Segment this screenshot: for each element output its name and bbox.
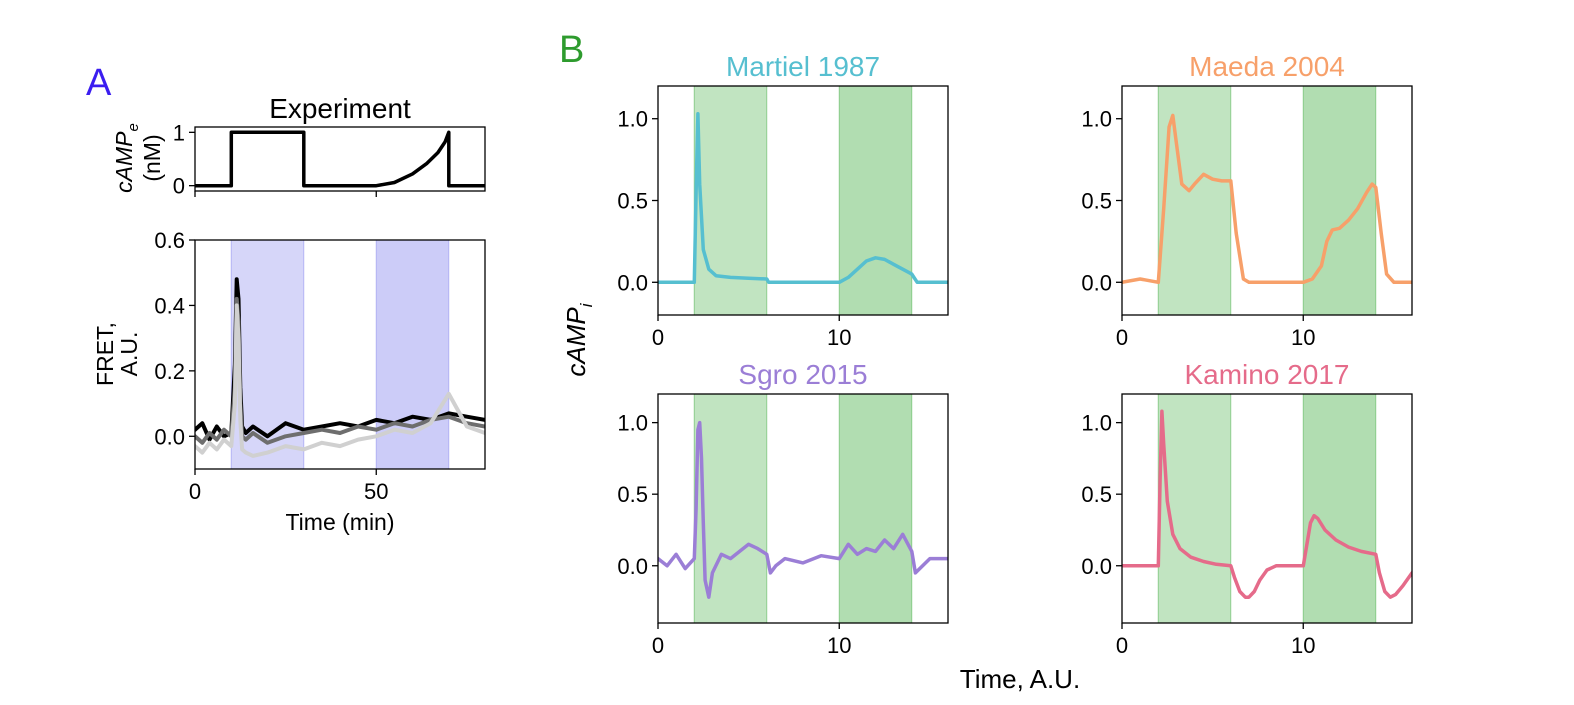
stimulus-ylabel-main: cAMP bbox=[111, 131, 137, 193]
experiment-ytick-label-0: 0.0 bbox=[154, 424, 185, 449]
kamino-ytick-label-1: 0.5 bbox=[1081, 482, 1112, 507]
experiment-ytick-label-2: 0.4 bbox=[154, 293, 185, 318]
maeda-shade-1 bbox=[1302, 85, 1377, 316]
maeda-ytick-label-1: 0.5 bbox=[1081, 189, 1112, 214]
stimulus-ylabel-sub: e bbox=[125, 123, 142, 131]
experiment-xtick-label-0: 0 bbox=[189, 479, 201, 504]
model-ylabel-main: cAMP bbox=[561, 307, 591, 377]
sgro-ytick-label-0: 0.0 bbox=[617, 554, 648, 579]
panel-letter-b: B bbox=[559, 29, 584, 71]
maeda-ytick-label-2: 1.0 bbox=[1081, 107, 1112, 132]
martiel-plot: 0.0 0.5 1.0 0 10 Martiel 1987 bbox=[617, 51, 949, 350]
model-ylabel-sub: i bbox=[577, 302, 596, 307]
kamino-series-line-0 bbox=[1122, 409, 1412, 599]
martiel-ytick-label-1: 0.5 bbox=[617, 189, 648, 214]
stimulus-title: Experiment bbox=[269, 93, 411, 124]
maeda-data bbox=[1122, 113, 1412, 285]
martiel-ytick-label-0: 0.0 bbox=[617, 270, 648, 295]
sgro-ytick-label-2: 1.0 bbox=[617, 411, 648, 436]
martiel-shade-1 bbox=[838, 85, 913, 316]
maeda-shade-0 bbox=[1157, 85, 1232, 316]
kamino-xtick-label-0: 0 bbox=[1116, 633, 1128, 658]
martiel-xtick-label-1: 10 bbox=[827, 325, 851, 350]
kamino-title: Kamino 2017 bbox=[1184, 359, 1349, 390]
martiel-xtick-label-0: 0 bbox=[652, 325, 664, 350]
kamino-shade-0 bbox=[1157, 393, 1232, 624]
experiment-frame bbox=[194, 239, 486, 470]
kamino-plot: 0.0 0.5 1.0 0 10 Kamino 2017 bbox=[1081, 359, 1413, 658]
experiment-ylabel-line1: FRET, bbox=[92, 322, 118, 386]
sgro-shade-0 bbox=[693, 393, 768, 624]
maeda-series-line-0 bbox=[1122, 113, 1412, 285]
sgro-data bbox=[658, 420, 948, 599]
kamino-ytick-label-0: 0.0 bbox=[1081, 554, 1112, 579]
maeda-title: Maeda 2004 bbox=[1189, 51, 1345, 82]
sgro-xtick-label-0: 0 bbox=[652, 633, 664, 658]
sgro-series-line-0 bbox=[658, 420, 948, 599]
experiment-series-line-2 bbox=[195, 303, 485, 458]
experiment-ytick-label-1: 0.2 bbox=[154, 359, 185, 384]
stimulus-frame bbox=[194, 126, 486, 192]
martiel-ytick-label-2: 1.0 bbox=[617, 107, 648, 132]
model-ylabel: cAMPi bbox=[561, 302, 596, 376]
maeda-ytick-label-0: 0.0 bbox=[1081, 270, 1112, 295]
experiment-ytick-label-3: 0.6 bbox=[154, 228, 185, 253]
sgro-plot: 0.0 0.5 1.0 0 10 Sgro 2015 bbox=[617, 359, 949, 658]
sgro-frame bbox=[657, 393, 949, 624]
martiel-shade-0 bbox=[693, 85, 768, 316]
kamino-xtick-label-1: 10 bbox=[1291, 633, 1315, 658]
kamino-ytick-label-2: 1.0 bbox=[1081, 411, 1112, 436]
panel-letter-a: A bbox=[86, 62, 112, 104]
stimulus-ytick-label-0: 0 bbox=[173, 174, 185, 199]
sgro-ytick-label-1: 0.5 bbox=[617, 482, 648, 507]
martiel-series-line-0 bbox=[658, 112, 948, 285]
kamino-data bbox=[1122, 409, 1412, 599]
experiment-series-line-1 bbox=[195, 296, 485, 445]
maeda-xtick-label-0: 0 bbox=[1116, 325, 1128, 350]
experiment-series-line-0 bbox=[195, 277, 485, 442]
stimulus-ylabel: cAMPe bbox=[111, 123, 142, 193]
sgro-title: Sgro 2015 bbox=[738, 359, 867, 390]
experiment-plot: Time (min) FRET, A.U. 0.0 0.2 0.4 0.6 0 50 bbox=[92, 228, 486, 535]
martiel-title: Martiel 1987 bbox=[726, 51, 880, 82]
stimulus-plot: Experiment (nM) cAMPe 0 1 bbox=[111, 93, 486, 199]
stimulus-series-line-0 bbox=[195, 130, 485, 188]
kamino-frame bbox=[1121, 393, 1413, 624]
experiment-xlabel: Time (min) bbox=[285, 509, 394, 535]
experiment-xtick-label-1: 50 bbox=[364, 479, 388, 504]
stimulus-ylabel-unit: (nM) bbox=[139, 134, 165, 181]
maeda-plot: 0.0 0.5 1.0 0 10 Maeda 2004 bbox=[1081, 51, 1413, 350]
experiment-data bbox=[195, 277, 485, 458]
experiment-ylabel-line2: A.U. bbox=[116, 332, 142, 377]
sgro-shade-1 bbox=[838, 393, 913, 624]
stimulus-ytick-label-1: 1 bbox=[173, 120, 185, 145]
maeda-xtick-label-1: 10 bbox=[1291, 325, 1315, 350]
sgro-xtick-label-1: 10 bbox=[827, 633, 851, 658]
stimulus-data bbox=[195, 130, 485, 188]
martiel-data bbox=[658, 112, 948, 285]
model-xlabel: Time, A.U. bbox=[960, 664, 1080, 694]
kamino-shade-1 bbox=[1302, 393, 1377, 624]
